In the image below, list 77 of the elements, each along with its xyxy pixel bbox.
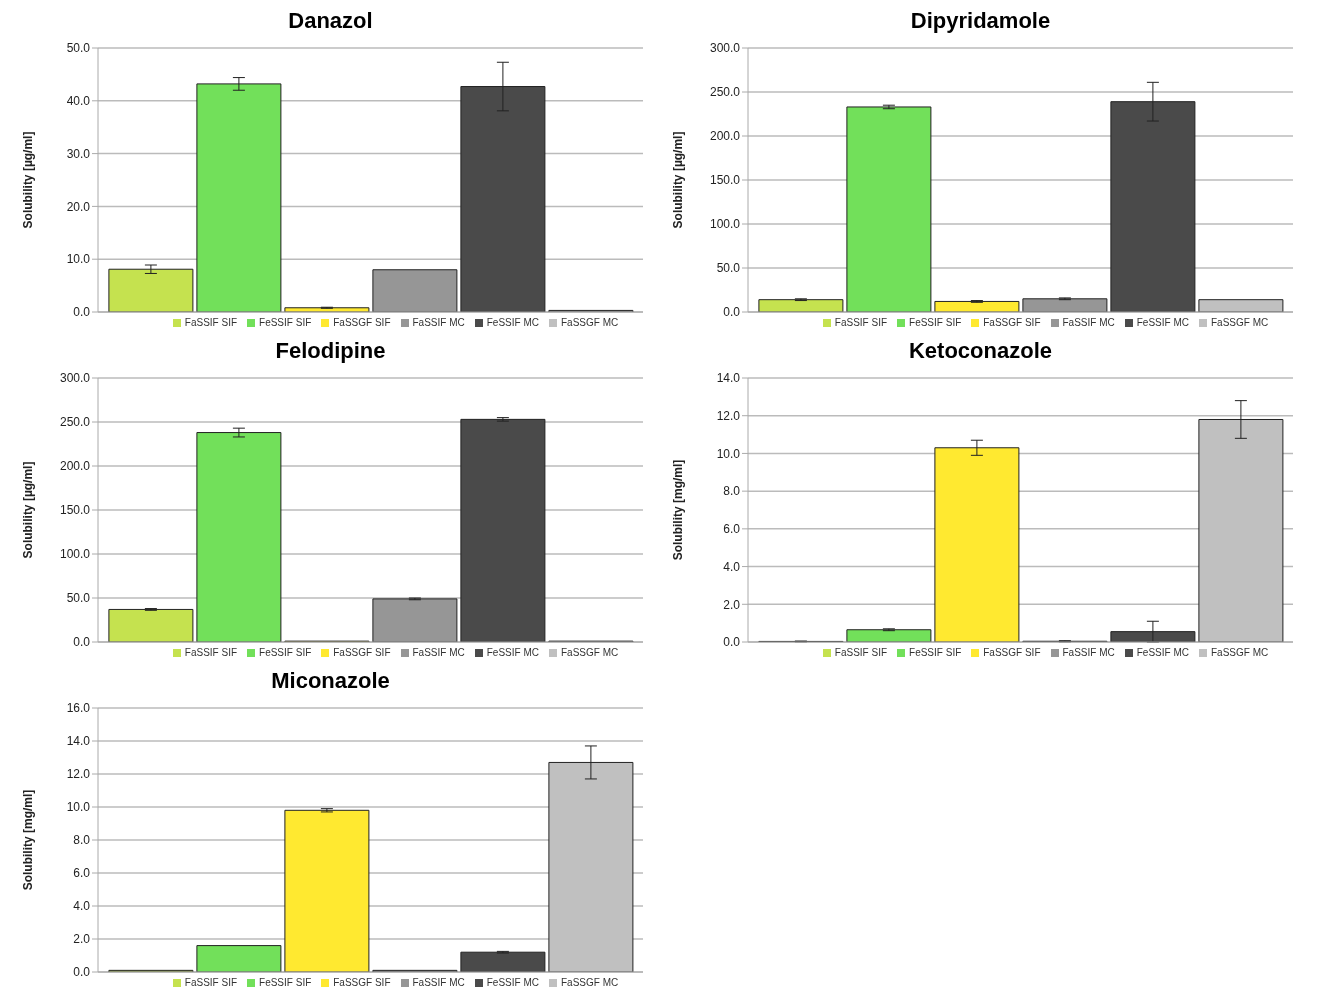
y-tick-label: 40.0 (66, 94, 91, 109)
legend-label: FaSSIF MC (412, 317, 465, 328)
legend-label: FaSSGF MC (560, 317, 619, 328)
y-tick-label: 2.0 (73, 932, 91, 947)
y-tick-label: 30.0 (66, 146, 91, 161)
y-tick-label: 8.0 (723, 484, 741, 499)
y-tick-label: 12.0 (66, 767, 91, 782)
legend-label: FaSSGF MC (560, 647, 619, 658)
chart-title: Dipyridamole (909, 8, 1052, 35)
y-tick-label: 100.0 (59, 547, 91, 562)
legend-label: FeSSIF MC (1136, 317, 1189, 328)
y-axis-title: Solubility [µg/ml] (671, 131, 686, 229)
legend-label: FeSSIF SIF (259, 977, 312, 988)
y-tick-label: 300.0 (59, 371, 91, 386)
legend-label: FaSSGF SIF (333, 647, 391, 658)
y-tick-label: 2.0 (723, 597, 741, 612)
legend-label: FeSSIF SIF (909, 647, 962, 658)
y-tick-label: 0.0 (73, 305, 91, 320)
y-tick-label: 14.0 (66, 734, 91, 749)
legend-label: FeSSIF MC (486, 317, 539, 328)
y-tick-label: 0.0 (723, 305, 741, 320)
y-tick-label: 0.0 (73, 965, 91, 980)
y-tick-label: 6.0 (73, 866, 91, 881)
y-tick-label: 250.0 (709, 85, 741, 100)
legend-label: FaSSGF SIF (333, 977, 391, 988)
legend-label: FeSSIF SIF (259, 647, 312, 658)
y-axis-title: Solubility [mg/ml] (671, 459, 686, 561)
y-tick-label: 10.0 (66, 252, 91, 267)
y-tick-label: 16.0 (66, 701, 91, 716)
y-tick-label: 300.0 (709, 41, 741, 56)
legend-label: FeSSIF SIF (909, 317, 962, 328)
y-tick-label: 6.0 (723, 522, 741, 537)
chart-title: Miconazole (270, 668, 391, 695)
y-tick-label: 20.0 (66, 199, 91, 214)
legend-label: FeSSIF MC (486, 977, 539, 988)
y-tick-label: 200.0 (709, 129, 741, 144)
y-tick-label: 150.0 (709, 173, 741, 188)
legend-label: FaSSGF MC (1210, 317, 1269, 328)
y-tick-label: 100.0 (709, 217, 741, 232)
y-tick-label: 0.0 (723, 635, 741, 650)
y-tick-label: 10.0 (716, 446, 741, 461)
legend-label: FaSSIF MC (1062, 317, 1115, 328)
chart-title: Ketoconazole (908, 338, 1053, 365)
legend-label: FaSSIF MC (412, 647, 465, 658)
legend-label: FaSSIF SIF (834, 317, 888, 328)
y-tick-label: 200.0 (59, 459, 91, 474)
chart-title: Felodipine (274, 338, 387, 365)
legend-label: FaSSGF SIF (333, 317, 391, 328)
legend-label: FeSSIF MC (1136, 647, 1189, 658)
y-tick-label: 250.0 (59, 415, 91, 430)
y-tick-label: 50.0 (66, 41, 91, 56)
y-axis-title: Solubility [µg/ml] (21, 131, 36, 229)
y-tick-label: 0.0 (73, 635, 91, 650)
y-tick-label: 8.0 (73, 833, 91, 848)
legend-label: FaSSIF SIF (184, 647, 238, 658)
y-tick-label: 150.0 (59, 503, 91, 518)
legend-label: FeSSIF MC (486, 647, 539, 658)
y-tick-label: 12.0 (716, 408, 741, 423)
legend-label: FaSSGF SIF (983, 317, 1041, 328)
y-tick-label: 4.0 (73, 899, 91, 914)
y-axis-title: Solubility [µg/ml] (21, 461, 36, 559)
legend-label: FaSSGF MC (560, 977, 619, 988)
y-tick-label: 50.0 (716, 261, 741, 276)
y-axis-title: Solubility [mg/ml] (21, 789, 36, 891)
legend-label: FeSSIF SIF (259, 317, 312, 328)
legend-label: FaSSGF SIF (983, 647, 1041, 658)
legend-label: FaSSIF SIF (184, 317, 238, 328)
chart-title: Danazol (287, 8, 374, 35)
y-tick-label: 4.0 (723, 559, 741, 574)
y-tick-label: 10.0 (66, 800, 91, 815)
legend-label: FaSSIF MC (1062, 647, 1115, 658)
legend-label: FaSSIF SIF (184, 977, 238, 988)
legend-label: FaSSGF MC (1210, 647, 1269, 658)
y-tick-label: 50.0 (66, 591, 91, 606)
legend-label: FaSSIF MC (412, 977, 465, 988)
y-tick-label: 14.0 (716, 371, 741, 386)
legend-label: FaSSIF SIF (834, 647, 888, 658)
